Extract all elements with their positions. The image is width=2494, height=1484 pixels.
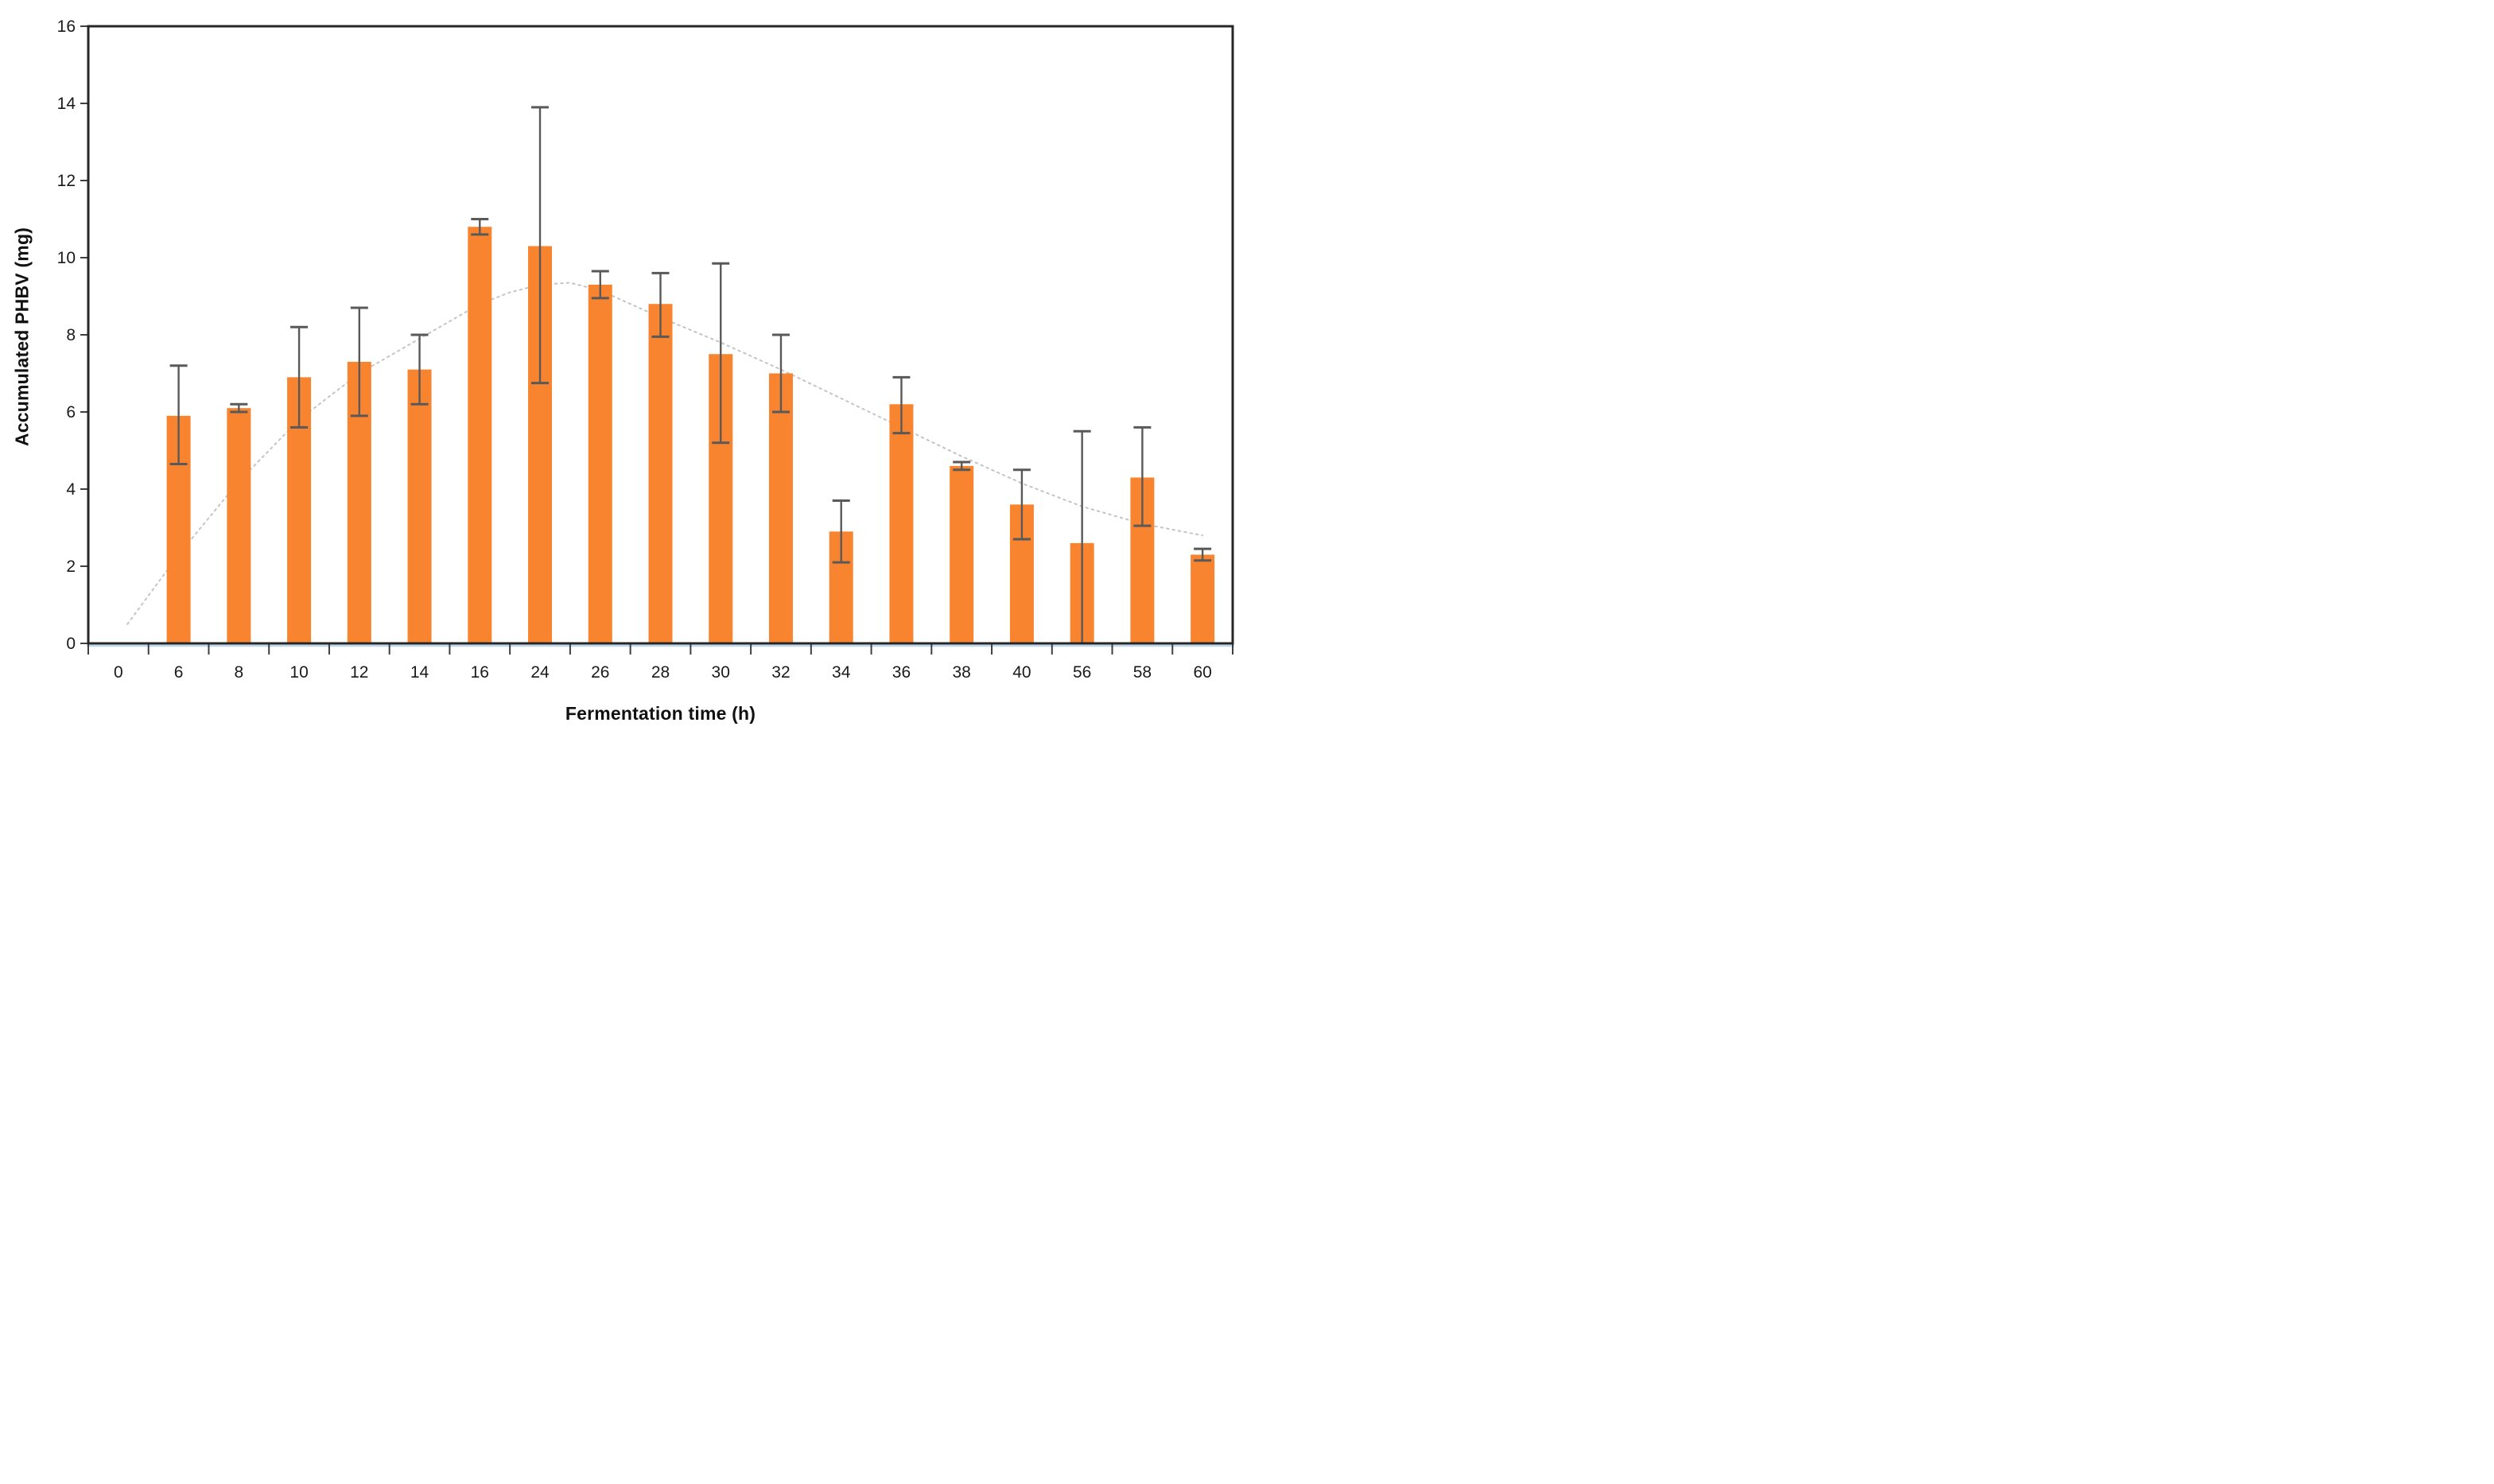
x-tick-label: 8 — [234, 663, 243, 682]
x-tick-label: 14 — [410, 663, 429, 682]
trendline — [126, 282, 1204, 625]
y-tick-label: 14 — [57, 95, 76, 113]
bar-32 — [768, 373, 793, 643]
x-tick-label: 6 — [174, 663, 184, 682]
bar-chart-figure: 0 6 8 10 12 14 16 24 26 28 30 32 34 36 38 40 56 58 60 0 2 4 6 8… — [0, 0, 1247, 742]
y-tick-label: 4 — [66, 480, 76, 499]
x-tick-label: 0 — [114, 663, 123, 682]
x-tick-label: 32 — [771, 663, 790, 682]
y-tick-label: 0 — [66, 635, 76, 653]
x-tick-label: 60 — [1193, 663, 1211, 682]
bar-36 — [889, 404, 914, 643]
bar-38 — [950, 465, 974, 643]
x-axis-title: Fermentation time (h) — [565, 703, 756, 724]
x-tick-label: 30 — [712, 663, 730, 682]
x-tick-label: 58 — [1133, 663, 1152, 682]
bar-14 — [407, 369, 432, 643]
x-tick-label: 12 — [350, 663, 368, 682]
x-tick-label: 40 — [1012, 663, 1031, 682]
x-tick-label: 24 — [530, 663, 550, 682]
x-tick-label: 38 — [953, 663, 971, 682]
x-tick-label: 16 — [471, 663, 489, 682]
x-tick-label: 56 — [1073, 663, 1091, 682]
y-axis-title: Accumulated PHBV (mg) — [11, 227, 33, 447]
x-tick-label: 36 — [892, 663, 911, 682]
bar-8 — [227, 408, 251, 643]
y-tick-label: 12 — [57, 172, 76, 190]
x-tick-label: 28 — [651, 663, 670, 682]
chart-canvas: 0 6 8 10 12 14 16 24 26 28 30 32 34 36 38 40 56 58 6002468… — [57, 17, 1234, 682]
y-tick-label: 16 — [57, 17, 76, 36]
bar-16 — [468, 227, 492, 643]
bar-26 — [588, 284, 612, 643]
plot-border — [87, 25, 1234, 645]
x-tick-label: 26 — [591, 663, 609, 682]
x-tick-label: 10 — [289, 663, 308, 682]
x-tick-label: 34 — [832, 663, 851, 682]
y-tick-label: 10 — [57, 249, 76, 267]
y-tick-label: 8 — [66, 326, 76, 344]
bar-60 — [1191, 554, 1215, 643]
y-tick-label: 6 — [66, 403, 76, 422]
y-tick-label: 2 — [66, 557, 76, 576]
bar-28 — [648, 304, 673, 643]
